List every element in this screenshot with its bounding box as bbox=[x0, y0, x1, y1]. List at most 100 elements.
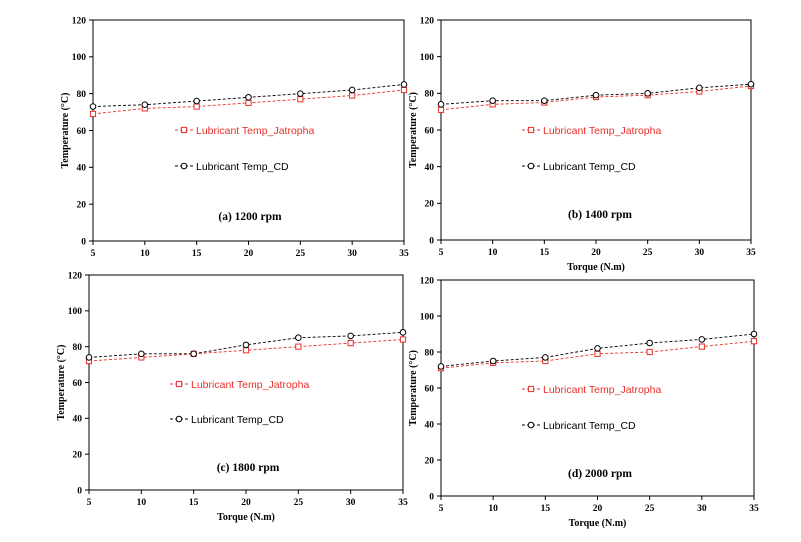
legend-entry-jatropha: Lubricant Temp_Jatropha bbox=[175, 125, 314, 137]
legend-entry-jatropha: Lubricant Temp_Jatropha bbox=[522, 384, 661, 396]
data-point-cd bbox=[437, 101, 445, 108]
data-point-cd bbox=[347, 332, 354, 340]
data-point-cd bbox=[141, 101, 149, 109]
data-point-cd bbox=[348, 86, 356, 94]
data-point-cd bbox=[646, 339, 653, 347]
legend-marker bbox=[180, 126, 188, 134]
legend-label: Lubricant Temp_CD bbox=[196, 161, 289, 173]
x-tick-label: 35 bbox=[398, 498, 408, 508]
data-point-cd bbox=[242, 341, 250, 349]
data-point-cd bbox=[696, 84, 703, 92]
y-tick-label: 120 bbox=[420, 276, 435, 286]
y-tick-label: 0 bbox=[77, 486, 82, 496]
x-tick-label: 5 bbox=[91, 249, 96, 259]
data-point-jatropha bbox=[399, 336, 407, 343]
data-point-cd bbox=[594, 345, 601, 352]
data-point-jatropha bbox=[698, 343, 705, 350]
data-point-jatropha bbox=[295, 343, 302, 350]
data-point-cd bbox=[85, 354, 93, 361]
x-tick-label: 10 bbox=[140, 249, 150, 259]
data-point-jatropha bbox=[750, 338, 758, 345]
data-point-cd bbox=[400, 81, 408, 88]
data-point-cd bbox=[489, 97, 496, 104]
legend-label: Lubricant Temp_Jatropha bbox=[196, 125, 314, 137]
x-tick-label: 35 bbox=[399, 249, 409, 259]
x-tick-label: 20 bbox=[591, 248, 601, 258]
data-point-jatropha bbox=[193, 103, 200, 110]
legend-marker bbox=[527, 385, 535, 393]
x-tick-label: 5 bbox=[439, 504, 444, 514]
data-point-cd bbox=[193, 97, 200, 105]
data-point-cd bbox=[541, 97, 548, 104]
data-point-jatropha bbox=[400, 86, 408, 94]
y-tick-label: 40 bbox=[73, 415, 83, 425]
x-tick-label: 25 bbox=[645, 504, 655, 514]
y-axis-label: Temperature (°C) bbox=[408, 92, 419, 168]
x-tick-label: 15 bbox=[189, 498, 199, 508]
x-tick-label: 15 bbox=[192, 249, 202, 259]
legend-marker bbox=[175, 380, 183, 388]
y-tick-label: 0 bbox=[81, 237, 86, 247]
data-point-cd bbox=[698, 336, 706, 343]
data-point-jatropha bbox=[349, 92, 356, 99]
data-point-cd bbox=[399, 329, 407, 336]
y-tick-label: 0 bbox=[429, 492, 434, 502]
data-point-jatropha bbox=[245, 99, 252, 106]
y-tick-label: 80 bbox=[77, 90, 87, 100]
legend-marker bbox=[527, 126, 535, 134]
panel-annotation: (b) 1400 rpm bbox=[568, 209, 632, 221]
x-tick-label: 35 bbox=[746, 248, 756, 258]
data-point-cd bbox=[437, 363, 445, 370]
legend-entry-cd: Lubricant Temp_CD bbox=[522, 161, 636, 173]
x-tick-label: 25 bbox=[296, 249, 306, 259]
chart-panel-4: 0 20 40 60 80 100 120 5 10 15 20 25 30 35 Temperature … bbox=[408, 276, 759, 529]
x-tick-label: 20 bbox=[241, 498, 251, 508]
legend-label: Lubricant Temp_Jatropha bbox=[543, 384, 661, 396]
y-axis-label: Temperature (°C) bbox=[408, 350, 419, 426]
x-tick-label: 30 bbox=[347, 249, 357, 259]
data-point-cd bbox=[295, 334, 302, 342]
legend-marker bbox=[527, 162, 535, 170]
data-point-cd bbox=[489, 357, 497, 365]
x-tick-label: 5 bbox=[439, 248, 444, 258]
data-point-jatropha bbox=[89, 110, 97, 118]
data-point-cd bbox=[138, 350, 145, 358]
x-tick-label: 30 bbox=[697, 504, 707, 514]
data-point-cd bbox=[592, 91, 600, 99]
data-point-jatropha bbox=[347, 339, 354, 347]
x-tick-label: 30 bbox=[695, 248, 705, 258]
y-tick-label: 120 bbox=[72, 16, 87, 26]
x-tick-label: 20 bbox=[244, 249, 254, 259]
y-tick-label: 20 bbox=[425, 456, 435, 466]
y-tick-label: 40 bbox=[77, 164, 87, 174]
chart-panel-2: 0 20 40 60 80 100 120 5 10 15 20 25 30 35 Temperature … bbox=[408, 16, 756, 273]
y-tick-label: 20 bbox=[425, 200, 435, 210]
y-tick-label: 80 bbox=[73, 343, 83, 353]
legend-entry-cd: Lubricant Temp_CD bbox=[175, 161, 289, 173]
data-point-jatropha bbox=[594, 350, 601, 357]
data-point-jatropha bbox=[437, 106, 445, 113]
legend-marker bbox=[175, 415, 183, 423]
x-tick-label: 10 bbox=[137, 498, 147, 508]
panel-annotation: (c) 1800 rpm bbox=[217, 462, 280, 474]
chart-panel-1: 0 20 40 60 80 100 120 5 10 15 20 25 30 35 Temperature … bbox=[60, 16, 409, 259]
legend-entry-jatropha: Lubricant Temp_Jatropha bbox=[522, 125, 661, 137]
data-point-cd bbox=[644, 90, 651, 97]
legend-marker bbox=[527, 421, 535, 429]
x-tick-label: 35 bbox=[749, 504, 759, 514]
y-tick-label: 100 bbox=[68, 307, 83, 317]
y-tick-label: 60 bbox=[77, 127, 87, 137]
data-point-jatropha bbox=[297, 96, 304, 103]
data-point-jatropha bbox=[646, 348, 653, 356]
y-tick-label: 20 bbox=[73, 450, 83, 460]
y-tick-label: 100 bbox=[420, 53, 435, 63]
legend-label: Lubricant Temp_Jatropha bbox=[191, 379, 309, 391]
y-tick-label: 40 bbox=[425, 420, 435, 430]
legend-label: Lubricant Temp_CD bbox=[543, 161, 636, 173]
data-point-cd bbox=[750, 330, 758, 338]
legend-entry-cd: Lubricant Temp_CD bbox=[170, 414, 284, 426]
legend-label: Lubricant Temp_CD bbox=[191, 414, 284, 426]
data-point-cd bbox=[190, 350, 197, 358]
y-tick-label: 20 bbox=[77, 200, 87, 210]
